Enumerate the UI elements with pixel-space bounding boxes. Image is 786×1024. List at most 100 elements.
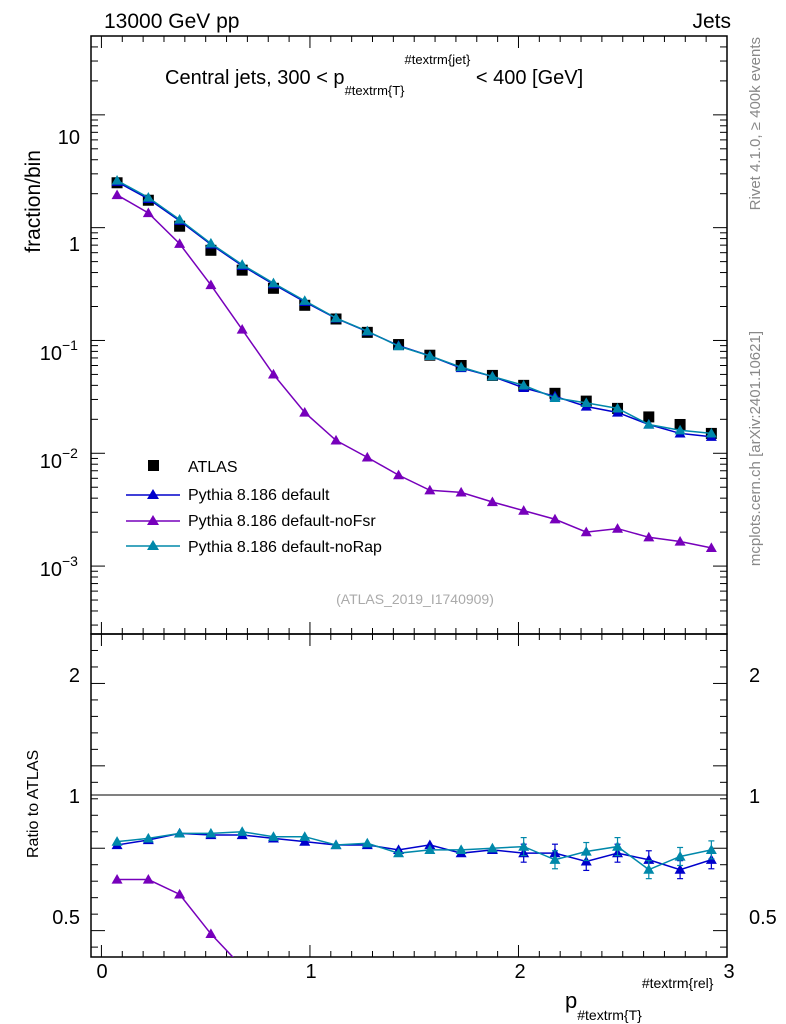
y-tick-label-1e-2: 10: [40, 451, 62, 473]
legend-marker-default: [147, 489, 159, 499]
ratio-point-2: [174, 827, 186, 838]
mc-point-2: [142, 207, 154, 218]
mc-point-3: [518, 379, 530, 390]
mc-point-3: [580, 397, 592, 407]
mc-point-2: [174, 238, 186, 248]
y-tick-exp-1e-2: −2: [62, 445, 78, 461]
mc-point-3: [455, 361, 467, 372]
mc-point-3: [612, 402, 624, 413]
atlas-data-point: [174, 220, 186, 232]
mc-point-2: [424, 484, 436, 495]
ratio-point-2: [455, 844, 467, 855]
mc-point-2: [486, 496, 498, 507]
x-axis-label-main: p: [565, 988, 577, 1013]
legend-label-default: Pythia 8.186 default: [188, 487, 330, 504]
mc-point-3: [705, 427, 717, 438]
mc-point-2: [236, 324, 248, 334]
mc-point-3: [424, 350, 436, 361]
legend-marker-nofsr: [147, 515, 159, 525]
mc-point-3: [674, 424, 686, 435]
mc-point-2: [393, 469, 405, 480]
mc-point-2: [111, 189, 123, 200]
ratio-point-2: [424, 844, 436, 855]
mc-point-3: [142, 192, 154, 202]
x-tick-label-2: 2: [514, 961, 525, 983]
ratio-point-1: [111, 874, 123, 884]
series-line-2: [116, 194, 712, 549]
ratio-y-tick-label-right-0.5: 0.5: [749, 907, 777, 929]
side-label-bottom: mcplots.cern.ch [arXiv:2401.10621]: [747, 331, 764, 566]
x-axis-label-sup: #textrm{rel}: [642, 975, 714, 991]
ratio-point-0: [674, 864, 686, 874]
axis-ticks: [91, 35, 728, 957]
mc-point-2: [205, 279, 217, 290]
ratio-series: [91, 794, 727, 971]
ratio-point-2: [205, 827, 217, 838]
mc-point-2: [674, 536, 686, 546]
ratio-point-2: [142, 832, 154, 843]
mc-point-2: [580, 526, 592, 537]
x-axis-label: p#textrm{T}#textrm{rel}: [565, 975, 714, 1023]
ratio-y-tick-label-left-1: 1: [69, 786, 80, 808]
legend: ATLAS Pythia 8.186 default Pythia 8.186 …: [126, 459, 382, 556]
ratio-y-tick-label-right-1: 1: [749, 786, 760, 808]
atlas-data-point: [643, 411, 655, 423]
ratio-point-1: [237, 961, 248, 971]
ratio-point-2: [705, 844, 717, 855]
x-tick-label-1: 1: [305, 961, 316, 983]
ratio-point-2: [674, 850, 686, 861]
series-line-1: [116, 181, 712, 438]
x-axis-label-sub: #textrm{T}: [577, 1007, 642, 1023]
plot-title: Central jets, 300 < p#textrm{T} #textrm{j…: [165, 52, 583, 98]
main-panel-frame: [90, 35, 728, 635]
mc-point-3: [205, 237, 217, 248]
mc-point-3: [486, 370, 498, 381]
ratio-point-1: [142, 874, 154, 884]
y-tick-label-1e-2-base: 10: [40, 451, 62, 473]
ratio-point-2: [643, 864, 655, 874]
y-tick-label-1e-1: 10: [40, 343, 62, 365]
plot-title-main: Central jets, 300 < p: [165, 67, 345, 89]
y-tick-exp-1e-1: −1: [62, 337, 78, 353]
mc-point-3: [549, 392, 561, 402]
plot-title-tail: < 400 [GeV]: [470, 67, 583, 89]
ratio-point-2: [612, 841, 624, 851]
ratio-point-2: [361, 837, 373, 848]
header-right: Jets: [692, 10, 731, 33]
mc-point-3: [236, 259, 248, 269]
ratio-point-1: [205, 928, 217, 939]
mc-point-3: [299, 295, 311, 305]
mc-point-2: [361, 451, 373, 462]
ratio-point-2: [393, 847, 405, 858]
mc-point-3: [174, 214, 186, 224]
ratio-plot-area: [111, 826, 717, 971]
ratio-point-2: [518, 841, 530, 851]
mc-point-2: [549, 513, 561, 524]
ratio-point-2: [486, 842, 498, 853]
y-axis-label-main: fraction/bin: [22, 150, 45, 253]
mc-point-2: [518, 505, 530, 515]
mc-point-2: [330, 434, 342, 445]
legend-label-norap: Pythia 8.186 default-noRap: [188, 539, 382, 556]
x-tick-label-3: 3: [723, 961, 734, 983]
y-tick-label-1e-3: 10: [40, 559, 62, 581]
legend-marker-atlas: [148, 460, 159, 471]
mc-point-2: [267, 368, 279, 379]
analysis-watermark: (ATLAS_2019_I1740909): [336, 591, 494, 607]
mc-point-2: [612, 523, 624, 533]
series-line-3: [116, 179, 712, 435]
ratio-point-2: [111, 836, 123, 846]
mc-point-3: [267, 277, 279, 288]
ratio-y-tick-label-left-0.5: 0.5: [52, 907, 80, 929]
mc-point-2: [705, 542, 717, 553]
ratio-point-0: [299, 836, 311, 846]
ratio-point-2: [299, 831, 311, 841]
mc-point-2: [455, 486, 467, 497]
atlas-data-point: [674, 418, 686, 430]
legend-label-nofsr: Pythia 8.186 default-noFsr: [188, 513, 376, 530]
ratio-point-2: [549, 854, 561, 864]
ratio-point-2: [580, 846, 592, 856]
y-axis-label-ratio: Ratio to ATLAS: [25, 750, 42, 858]
mc-point-2: [643, 531, 655, 542]
